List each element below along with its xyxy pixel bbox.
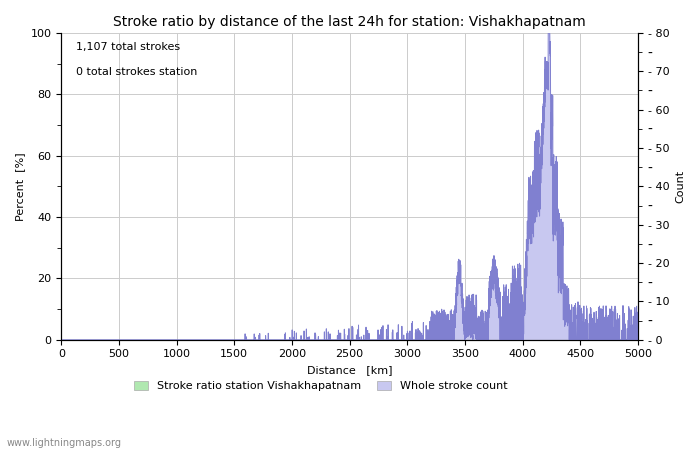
Text: www.lightningmaps.org: www.lightningmaps.org xyxy=(7,438,122,448)
Legend: Stroke ratio station Vishakhapatnam, Whole stroke count: Stroke ratio station Vishakhapatnam, Who… xyxy=(130,376,512,396)
Text: 0 total strokes station: 0 total strokes station xyxy=(76,67,197,76)
X-axis label: Distance   [km]: Distance [km] xyxy=(307,365,393,375)
Y-axis label: Percent  [%]: Percent [%] xyxy=(15,152,25,220)
Text: 1,107 total strokes: 1,107 total strokes xyxy=(76,42,180,52)
Title: Stroke ratio by distance of the last 24h for station: Vishakhapatnam: Stroke ratio by distance of the last 24h… xyxy=(113,15,586,29)
Y-axis label: Count: Count xyxy=(675,170,685,203)
